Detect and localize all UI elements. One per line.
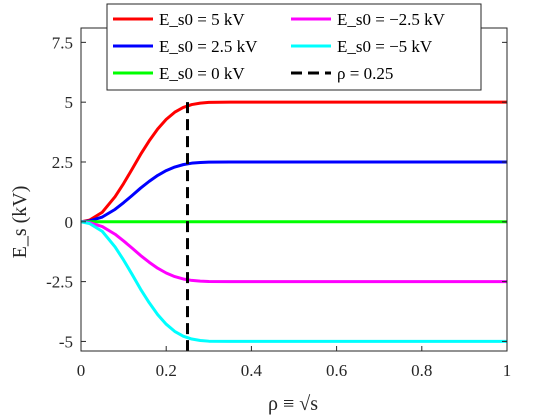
x-tick-label: 0.4: [241, 361, 263, 380]
y-axis-title: E_s (kV): [9, 186, 31, 259]
x-axis-title: ρ ≡ √s: [268, 393, 318, 415]
series-line-0: [80, 100, 507, 224]
series-line-1: [80, 160, 507, 224]
legend-label-4: E_s0 = −5 kV: [337, 37, 433, 56]
y-tick-label: 7.5: [52, 33, 73, 52]
x-tick-label: 0.6: [326, 361, 347, 380]
legend: E_s0 = 5 kV E_s0 = 2.5 kV E_s0 = 0 kV E_s0 …: [106, 3, 482, 91]
y-tick-label: -5: [59, 332, 73, 351]
y-tick-label: 5: [65, 93, 74, 112]
series-line-3: [80, 220, 507, 284]
legend-label-0: E_s0 = 5 kV: [159, 10, 245, 29]
series-layer: [80, 100, 507, 351]
legend-label-5: ρ = 0.25: [337, 64, 393, 83]
x-tick-label: 0: [77, 361, 86, 380]
y-tick-label: -2.5: [46, 273, 73, 292]
legend-label-3: E_s0 = −2.5 kV: [337, 10, 446, 29]
x-tick-label: 0.8: [411, 361, 432, 380]
tick-labels: 0 0.2 0.4 0.6 0.8 1 -5 -2.5 0 2.5 5 7.5: [46, 33, 511, 380]
x-tick-label: 0.2: [156, 361, 177, 380]
x-tick-label: 1: [503, 361, 512, 380]
legend-label-2: E_s0 = 0 kV: [159, 64, 245, 83]
legend-label-1: E_s0 = 2.5 kV: [159, 37, 258, 56]
y-tick-label: 0: [65, 213, 74, 232]
y-tick-label: 2.5: [52, 153, 73, 172]
series-line-4: [80, 220, 507, 343]
